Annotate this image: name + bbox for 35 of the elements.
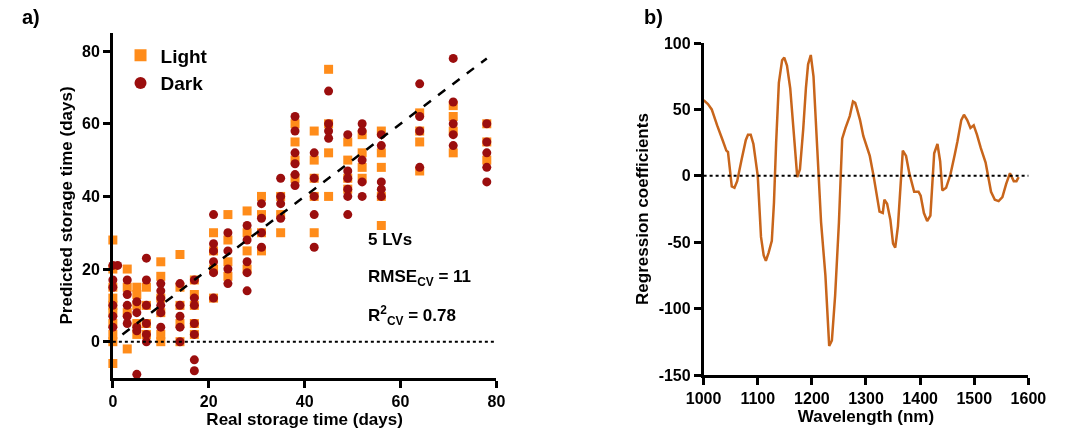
y-axis-title: Regression coefficients — [633, 113, 653, 305]
x-tick-label: 0 — [108, 392, 118, 410]
x-tick-label: 1300 — [848, 389, 884, 407]
annotation: 5 LVs — [368, 230, 413, 249]
y-tick-label: 40 — [82, 188, 100, 206]
x-tick-label: 1600 — [1010, 389, 1047, 407]
y-tick-label: -150 — [658, 366, 691, 384]
x-axis-title: Wavelength (nm) — [797, 406, 935, 426]
line-series — [703, 53, 1020, 348]
legend-label: Light — [160, 45, 208, 67]
y-tick-label: 80 — [82, 42, 100, 60]
annotation: R$^{2}$$_{CV}$ = 0.78 — [368, 303, 456, 328]
x-tick-label: 1000 — [685, 389, 722, 407]
y-tick-label: 50 — [672, 101, 691, 119]
chart-title: a) — [22, 6, 40, 28]
x-axis-title: Real storage time (days) — [206, 409, 403, 429]
annotation: RMSE$_{CV}$ = 11 — [368, 267, 472, 289]
y-tick-label: 100 — [663, 34, 691, 52]
y-tick-label: 20 — [82, 260, 100, 278]
x-tick-label: 20 — [199, 392, 218, 410]
y-tick-label: 0 — [91, 333, 100, 351]
y-tick-label: -50 — [667, 233, 691, 251]
chart-title: b) — [644, 6, 663, 28]
x-tick-label: 1100 — [740, 389, 776, 407]
legend-label: Dark — [160, 73, 204, 95]
x-tick-label: 1400 — [902, 389, 939, 407]
y-tick-label: 60 — [82, 115, 100, 133]
y-tick-label: 0 — [681, 167, 691, 185]
y-tick-label: -100 — [658, 300, 691, 318]
x-tick-label: 40 — [295, 392, 314, 410]
x-tick-label: 1200 — [794, 389, 830, 407]
y-axis-title: Predicted storage time (days) — [56, 86, 76, 325]
x-tick-label: 60 — [391, 392, 410, 410]
x-tick-label: 80 — [487, 392, 506, 410]
x-tick-label: 1500 — [956, 389, 993, 407]
